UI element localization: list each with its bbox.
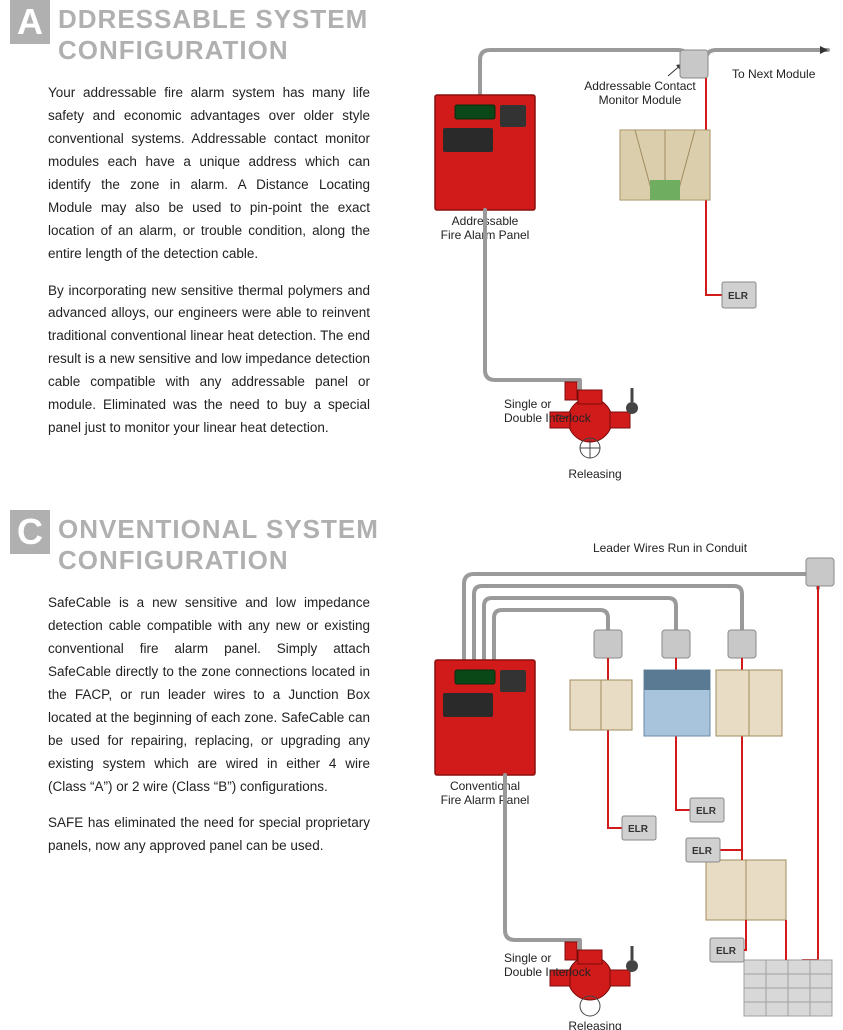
junction-box-1 <box>594 630 622 658</box>
para-1a: Your addressable fire alarm system has m… <box>48 82 370 266</box>
svg-text:ELR: ELR <box>628 824 649 835</box>
conventional-diagram: Leader Wires Run in Conduit <box>410 530 830 1000</box>
conventional-panel <box>435 660 535 775</box>
elr-box-2c: ELR <box>686 838 720 862</box>
drop-cap-c: C <box>10 510 50 554</box>
svg-text:ELR: ELR <box>692 846 713 857</box>
contact-monitor-label-1: Addressable Contact <box>584 79 696 93</box>
junction-box-2 <box>662 630 690 658</box>
drop-cap-a: A <box>10 0 50 44</box>
elr-box-2a: ELR <box>622 816 656 840</box>
elr-box-1: ELR <box>722 282 756 308</box>
elr-box-2b: ELR <box>690 798 724 822</box>
warehouse-image-1 <box>620 130 710 200</box>
releasing-label-1: Releasing <box>568 467 621 481</box>
svg-text:ELR: ELR <box>716 946 737 957</box>
panel-label-2b: Fire Alarm Panel <box>441 793 530 807</box>
contact-monitor-label-2: Monitor Module <box>599 93 682 107</box>
interlock-label-2b: Double Interlock <box>504 965 592 979</box>
warehouse-image-2d <box>706 860 786 920</box>
svg-text:ELR: ELR <box>696 806 717 817</box>
warehouse-image-2c <box>716 670 782 736</box>
building-image <box>744 960 832 1016</box>
releasing-label-2: Releasing <box>568 1019 621 1030</box>
junction-box-far <box>806 558 834 586</box>
interlock-label-1b: Double Interlock <box>504 411 592 425</box>
addressable-panel <box>435 95 535 210</box>
contact-monitor-module <box>680 50 708 78</box>
para-2b: SAFE has eliminated the need for special… <box>48 812 370 858</box>
addressable-section: A DDRESSABLE SYSTEM CONFIGURATION Your a… <box>0 0 843 510</box>
addressable-diagram: To Next Module Addressable Contact Monit… <box>410 20 830 490</box>
conventional-section: C ONVENTIONAL SYSTEM CONFIGURATION SafeC… <box>0 510 843 1024</box>
panel-label-2a: Conventional <box>450 779 520 793</box>
body-text-2: SafeCable is a new sensitive and low imp… <box>0 576 380 858</box>
warehouse-image-2b <box>644 670 710 736</box>
next-module-label: To Next Module <box>732 67 816 81</box>
releasing-valve-2 <box>550 942 638 1016</box>
junction-box-3 <box>728 630 756 658</box>
svg-text:ELR: ELR <box>728 291 749 302</box>
interlock-label-2a: Single or <box>504 951 551 965</box>
body-text-1: Your addressable fire alarm system has m… <box>0 66 380 440</box>
para-2a: SafeCable is a new sensitive and low imp… <box>48 592 370 798</box>
elr-box-2d: ELR <box>710 938 744 962</box>
leader-wires-label: Leader Wires Run in Conduit <box>593 541 748 555</box>
interlock-label-1a: Single or <box>504 397 551 411</box>
warehouse-image-2a <box>570 680 632 730</box>
para-1b: By incorporating new sensitive thermal p… <box>48 280 370 441</box>
